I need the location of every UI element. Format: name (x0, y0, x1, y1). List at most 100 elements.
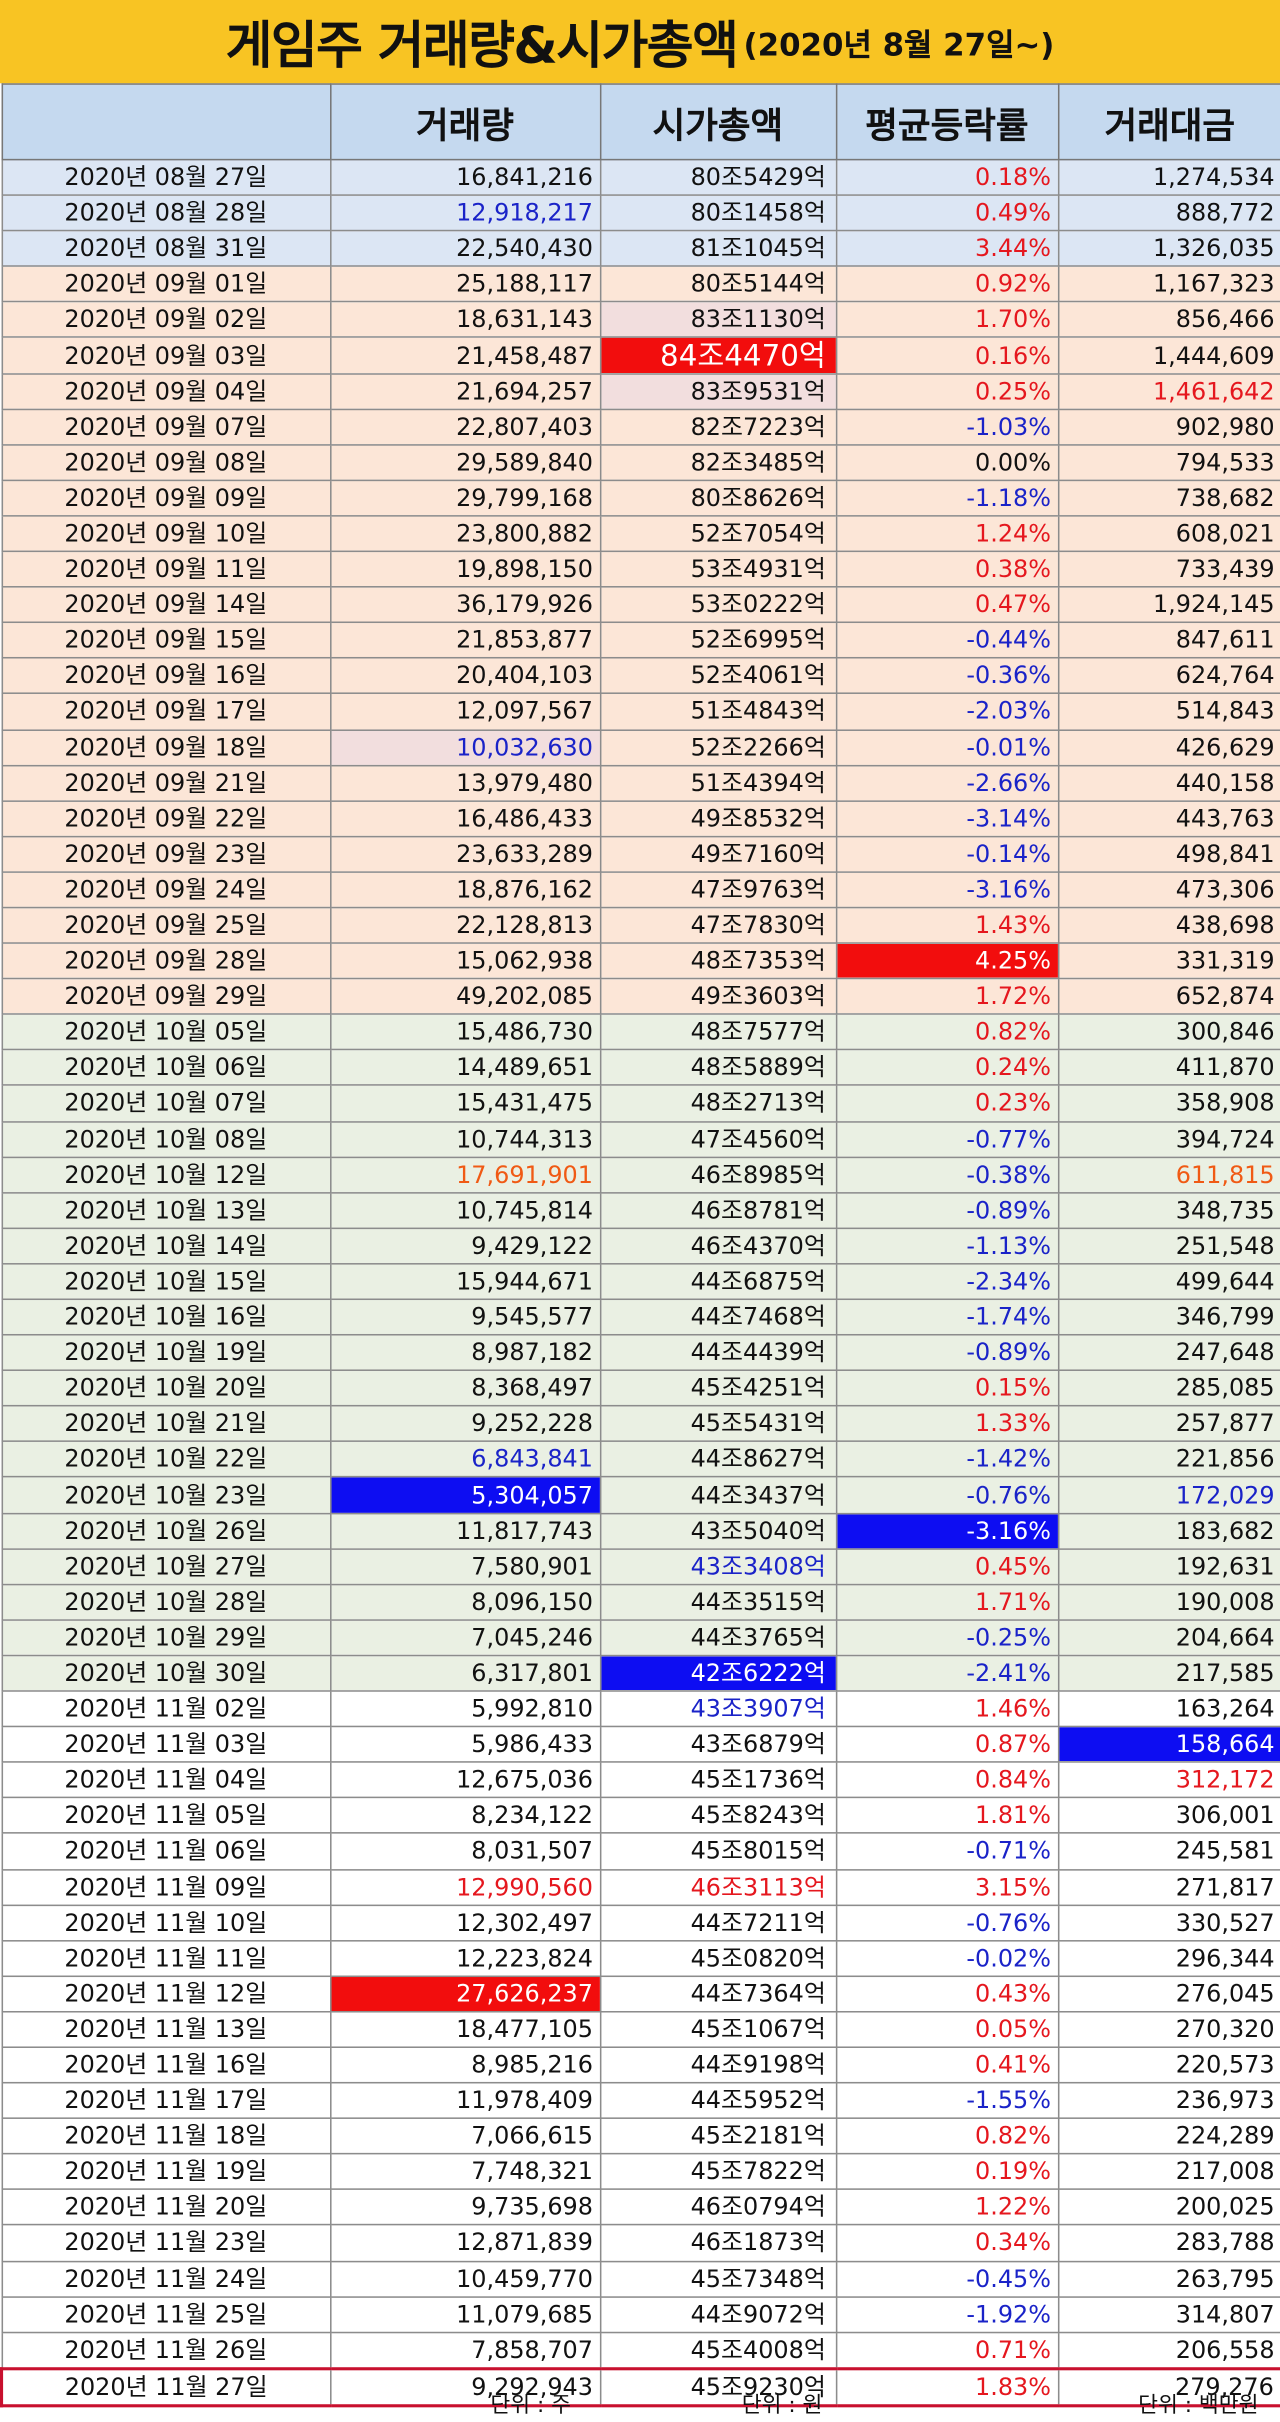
market-cap-cell: 49조7160억 (599, 835, 837, 873)
trade-amount-cell: 608,021 (1057, 514, 1280, 553)
table-row: 2020년 10월 30일 6,317,801 42조6222억 -2.41% 217,… (0, 1654, 1280, 1692)
date-cell: 2020년 10월 29일 (0, 1619, 331, 1657)
average-change-cell: -1.13% (835, 1227, 1059, 1265)
market-cap-cell: 43조3408억 (599, 1547, 837, 1585)
average-change-cell: 1.33% (835, 1405, 1059, 1443)
average-change-cell: -0.89% (835, 1334, 1059, 1372)
average-change-cell: 0.47% (835, 586, 1059, 624)
market-cap-cell: 53조0222억 (599, 586, 837, 624)
market-cap-cell: 80조5429억 (599, 158, 837, 197)
table-row: 2020년 08월 28일 12,918,217 80조1458억 0.49% 888,… (0, 194, 1280, 232)
market-cap-cell: 47조4560억 (599, 1120, 837, 1158)
market-cap-cell: 43조5040억 (599, 1512, 837, 1550)
average-change-cell: -2.03% (835, 693, 1059, 731)
average-change-cell: 1.83% (835, 2366, 1059, 2408)
market-cap-cell: 44조9198억 (599, 2046, 837, 2084)
trade-amount-cell: 1,326,035 (1057, 230, 1280, 268)
volume-cell: 15,944,671 (329, 1262, 601, 1301)
table-body: 2020년 08월 27일 16,841,216 80조5429억 0.18% 1,27… (0, 158, 1280, 2408)
volume-cell: 8,987,182 (329, 1334, 601, 1372)
market-cap-cell: 45조8015억 (599, 1832, 837, 1870)
volume-cell: 23,800,882 (329, 514, 601, 553)
volume-cell: 12,097,567 (329, 693, 601, 731)
trade-amount-cell: 794,533 (1057, 443, 1280, 481)
table-row: 2020년 10월 06일 14,489,651 48조5889억 0.24% 411,… (0, 1049, 1280, 1087)
table-row: 2020년 11월 24일 10,459,770 45조7348억 -0.45% 263… (0, 2260, 1280, 2298)
volume-cell: 9,545,577 (329, 1298, 601, 1336)
volume-cell: 12,302,497 (329, 1903, 601, 1942)
date-cell: 2020년 09월 29일 (0, 977, 331, 1016)
market-cap-cell: 45조8243억 (599, 1797, 837, 1835)
average-change-cell: -0.38% (835, 1156, 1059, 1194)
table-row: 2020년 11월 27일 9,292,943 45조9230억 1.83% 279,2… (0, 2366, 1280, 2408)
date-cell: 2020년 10월 13일 (0, 1191, 331, 1229)
market-cap-cell: 44조9072억 (599, 2295, 837, 2333)
date-cell: 2020년 08월 31일 (0, 230, 331, 268)
average-change-cell: 0.49% (835, 194, 1059, 232)
table-row: 2020년 09월 18일 10,032,630 52조2266억 -0.01% 426… (0, 728, 1280, 766)
trade-amount-cell: 847,611 (1057, 621, 1280, 659)
volume-cell: 12,871,839 (329, 2224, 601, 2262)
trade-amount-cell: 217,585 (1057, 1654, 1280, 1692)
date-cell: 2020년 09월 24일 (0, 871, 331, 909)
table-row: 2020년 11월 25일 11,079,685 44조9072억 -1.92% 314… (0, 2295, 1280, 2333)
volume-cell: 8,368,497 (329, 1369, 601, 1407)
date-cell: 2020년 09월 17일 (0, 693, 331, 731)
trade-amount-cell: 270,320 (1057, 2010, 1280, 2048)
trade-amount-cell: 652,874 (1057, 977, 1280, 1016)
date-cell: 2020년 11월 06일 (0, 1832, 331, 1870)
trade-amount-cell: 498,841 (1057, 835, 1280, 873)
volume-cell: 25,188,117 (329, 265, 601, 303)
trade-amount-cell: 330,527 (1057, 1903, 1280, 1942)
trade-amount-cell: 217,008 (1057, 2153, 1280, 2191)
market-cap-cell: 45조9230억 (599, 2366, 837, 2408)
average-change-cell: 0.82% (835, 1013, 1059, 1051)
date-cell: 2020년 11월 02일 (0, 1690, 331, 1728)
table-row: 2020년 09월 17일 12,097,567 51조4843억 -2.03% 514… (0, 693, 1280, 731)
volume-cell: 17,691,901 (329, 1156, 601, 1194)
table-row: 2020년 11월 26일 7,858,707 45조4008억 0.71% 206,5… (0, 2331, 1280, 2370)
average-change-cell: 4.25% (835, 942, 1059, 980)
date-cell: 2020년 11월 23일 (0, 2224, 331, 2262)
volume-cell: 18,631,143 (329, 301, 601, 339)
trade-amount-cell: 204,664 (1057, 1619, 1280, 1657)
table-row: 2020년 11월 18일 7,066,615 45조2181억 0.82% 224,2… (0, 2117, 1280, 2155)
market-cap-cell: 44조7364억 (599, 1975, 837, 2013)
trade-amount-cell: 312,172 (1057, 1761, 1280, 1799)
date-cell: 2020년 09월 01일 (0, 265, 331, 303)
table-row: 2020년 11월 10일 12,302,497 44조7211억 -0.76% 330… (0, 1903, 1280, 1942)
volume-cell: 27,626,237 (329, 1975, 601, 2013)
average-change-cell: 1.43% (835, 906, 1059, 944)
market-cap-cell: 82조7223억 (599, 408, 837, 446)
volume-cell: 49,202,085 (329, 977, 601, 1016)
trade-amount-cell: 438,698 (1057, 906, 1280, 944)
trade-amount-cell: 257,877 (1057, 1405, 1280, 1443)
market-cap-cell: 43조6879억 (599, 1725, 837, 1764)
volume-cell: 12,675,036 (329, 1761, 601, 1799)
volume-cell: 8,234,122 (329, 1797, 601, 1835)
trade-amount-cell: 247,648 (1057, 1334, 1280, 1372)
trade-amount-cell: 236,973 (1057, 2082, 1280, 2120)
trade-amount-cell: 499,644 (1057, 1262, 1280, 1301)
title-bar: 게임주 거래량&시가총액 (2020년 8월 27일~) (0, 0, 1280, 84)
market-cap-cell: 84조4470억 (599, 336, 837, 375)
market-cap-cell: 83조1130억 (599, 301, 837, 339)
trade-amount-cell: 738,682 (1057, 479, 1280, 517)
average-change-cell: 1.81% (835, 1797, 1059, 1835)
trade-amount-cell: 192,631 (1057, 1547, 1280, 1585)
trade-amount-cell: 473,306 (1057, 871, 1280, 909)
average-change-cell: 0.19% (835, 2153, 1059, 2191)
average-change-cell: 1.46% (835, 1690, 1059, 1728)
average-change-cell: -3.16% (835, 1512, 1059, 1550)
date-cell: 2020년 08월 27일 (0, 158, 331, 197)
average-change-cell: 1.71% (835, 1583, 1059, 1621)
average-change-cell: -0.76% (835, 1903, 1059, 1942)
table-row: 2020년 09월 10일 23,800,882 52조7054억 1.24% 608,… (0, 514, 1280, 553)
average-change-cell: 0.84% (835, 1761, 1059, 1799)
trade-amount-cell: 331,319 (1057, 942, 1280, 980)
volume-cell: 8,985,216 (329, 2046, 601, 2084)
market-cap-cell: 44조3437억 (599, 1476, 837, 1514)
volume-cell: 23,633,289 (329, 835, 601, 873)
date-cell: 2020년 10월 19일 (0, 1334, 331, 1372)
trade-amount-cell: 514,843 (1057, 693, 1280, 731)
